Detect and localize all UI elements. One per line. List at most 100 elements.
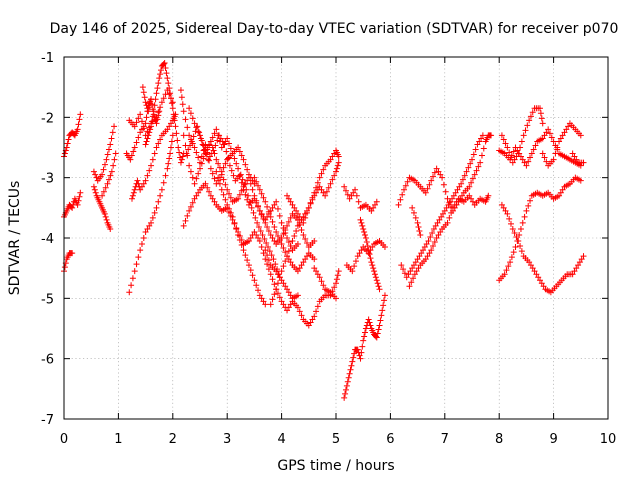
data-point-arc-14 xyxy=(231,155,238,162)
data-point-arc-08 xyxy=(133,139,140,146)
data-point-arc-18 xyxy=(215,174,222,181)
data-point-arc-34 xyxy=(575,262,582,269)
data-point-arc-29 xyxy=(470,151,477,158)
data-point-arc-36 xyxy=(550,156,557,163)
data-point-arc-20 xyxy=(287,292,294,299)
data-point-arc-34 xyxy=(500,204,507,211)
data-point-arc-16 xyxy=(189,115,196,122)
data-point-arc-25 xyxy=(379,307,386,314)
data-point-arc-04 xyxy=(103,216,110,223)
data-point-arc-22 xyxy=(327,156,334,163)
data-point-arc-21 xyxy=(323,188,330,195)
data-point-arc-14 xyxy=(218,168,225,175)
data-point-arc-33 xyxy=(577,162,584,169)
data-point-arc-27 xyxy=(362,235,369,241)
data-point-arc-22 xyxy=(313,184,320,191)
data-point-arc-21 xyxy=(293,227,300,234)
data-point-arc-18 xyxy=(251,277,258,284)
data-point-arc-15 xyxy=(212,142,219,149)
data-point-arc-17 xyxy=(184,212,191,219)
data-point-arc-16 xyxy=(198,137,205,144)
data-point-arc-15 xyxy=(261,236,268,243)
data-point-arc-23 xyxy=(318,278,325,285)
data-point-arc-29 xyxy=(443,204,450,211)
data-point-arc-15 xyxy=(214,137,221,144)
data-point-arc-18 xyxy=(245,262,252,269)
data-point-arc-25 xyxy=(359,343,366,350)
data-point-arc-17 xyxy=(333,276,340,283)
data-point-arc-36 xyxy=(563,126,570,133)
data-point-arc-14 xyxy=(251,195,258,202)
data-point-arc-08 xyxy=(127,156,134,163)
data-point-arc-21 xyxy=(331,172,338,179)
data-point-arc-16 xyxy=(207,138,214,145)
data-point-arc-23 xyxy=(313,268,320,275)
data-point-arc-14 xyxy=(186,162,193,169)
data-point-arc-28 xyxy=(477,159,484,166)
data-point-arc-28 xyxy=(437,171,444,178)
data-point-arc-15 xyxy=(228,167,235,174)
data-point-arc-33 xyxy=(528,150,535,157)
data-point-arc-29 xyxy=(454,186,461,193)
data-point-arc-15 xyxy=(266,248,273,255)
data-point-arc-28 xyxy=(473,167,480,174)
data-point-arc-13 xyxy=(244,177,251,184)
data-point-arc-25 xyxy=(361,333,368,340)
data-point-arc-09 xyxy=(134,177,141,184)
data-point-arc-04 xyxy=(92,189,99,196)
data-point-arc-09 xyxy=(137,186,144,193)
data-point-arc-28 xyxy=(435,168,442,175)
data-point-arc-15 xyxy=(199,141,206,148)
data-point-arc-30 xyxy=(413,268,420,275)
data-point-arc-25 xyxy=(376,322,383,329)
data-point-arc-10 xyxy=(166,155,173,162)
data-point-arc-33 xyxy=(523,162,530,169)
data-point-arc-13 xyxy=(284,222,291,229)
data-point-arc-17 xyxy=(298,312,305,319)
data-point-arc-22 xyxy=(303,209,310,216)
data-point-arc-28 xyxy=(397,196,404,203)
data-point-arc-24 xyxy=(352,186,359,193)
data-point-arc-08 xyxy=(137,129,144,136)
data-point-arc-22 xyxy=(307,199,314,206)
data-point-arc-28 xyxy=(422,189,429,196)
data-point-arc-17 xyxy=(186,207,193,214)
data-point-arc-34 xyxy=(569,271,576,278)
data-point-arc-11 xyxy=(172,123,179,130)
data-point-arc-15 xyxy=(205,156,212,163)
data-point-arc-15 xyxy=(254,219,261,226)
data-point-arc-24 xyxy=(344,191,351,198)
data-point-arc-33 xyxy=(546,130,553,137)
data-point-arc-14 xyxy=(195,170,202,177)
y-tick-label: -3 xyxy=(41,172,54,187)
data-point-arc-22 xyxy=(291,204,298,211)
data-point-arc-21 xyxy=(276,274,283,281)
data-point-arc-14 xyxy=(213,156,220,163)
data-point-arc-14 xyxy=(274,205,281,212)
data-point-arc-21 xyxy=(322,192,329,199)
data-point-arc-10 xyxy=(142,228,149,235)
data-point-arc-09 xyxy=(146,167,153,174)
data-point-arc-19 xyxy=(278,241,285,248)
data-point-arc-19 xyxy=(262,198,269,205)
data-point-arc-09 xyxy=(135,180,142,187)
data-point-arc-27 xyxy=(359,222,366,229)
data-point-arc-32 xyxy=(509,159,516,166)
data-point-arc-15 xyxy=(190,133,197,140)
data-point-arc-13 xyxy=(271,238,278,245)
data-point-arc-13 xyxy=(235,195,242,202)
data-point-arc-05 xyxy=(104,151,111,158)
data-point-arc-22 xyxy=(289,201,296,208)
data-point-arc-17 xyxy=(294,304,301,311)
data-point-arc-23 xyxy=(314,271,321,278)
data-point-arc-13 xyxy=(178,94,185,101)
data-point-arc-13 xyxy=(302,236,309,243)
data-point-arc-21 xyxy=(333,168,339,175)
data-point-arc-29 xyxy=(476,138,483,145)
data-point-arc-34 xyxy=(504,210,511,217)
data-point-arc-15 xyxy=(270,256,277,263)
data-point-arc-17 xyxy=(271,281,278,288)
x-tick-label: 10 xyxy=(600,432,617,447)
axis-ticks xyxy=(63,56,609,420)
data-point-arc-18 xyxy=(233,225,240,232)
